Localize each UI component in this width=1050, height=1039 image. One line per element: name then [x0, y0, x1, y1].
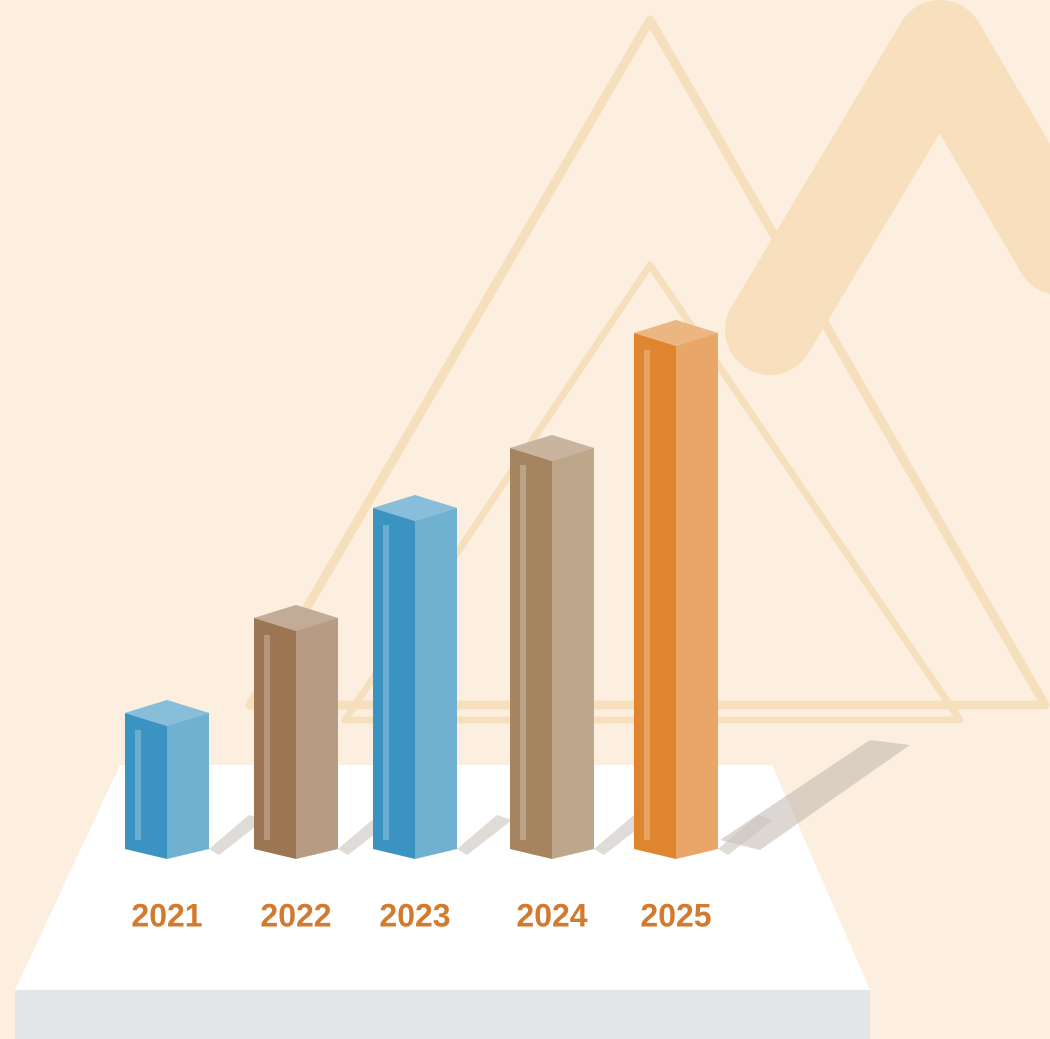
bar-right-shade	[167, 713, 209, 859]
bar-shadow	[718, 815, 773, 855]
bar-shadow	[457, 815, 512, 855]
bar-left-face	[254, 618, 296, 859]
bar-left-face	[373, 508, 415, 859]
x-tick-label: 2025	[640, 897, 711, 933]
bar	[510, 435, 594, 859]
bar-right-shade	[296, 618, 338, 859]
bar-right-face	[296, 618, 338, 859]
platform-side	[15, 990, 870, 1039]
bar-cap-shine	[373, 495, 457, 521]
x-tick-label: 2022	[260, 897, 331, 933]
bar-cap	[510, 435, 594, 461]
bar-cap-shine	[510, 435, 594, 461]
bar-highlight	[383, 525, 389, 840]
bar-right-face	[167, 713, 209, 859]
bar-shadow	[209, 815, 264, 855]
bar-right-shade	[676, 333, 718, 859]
bar-cap	[373, 495, 457, 521]
bar-cap-shine	[254, 605, 338, 631]
bar-right-face	[552, 448, 594, 859]
bar-highlight	[520, 465, 526, 840]
bar-right-shade	[415, 508, 457, 859]
bar-cap-shine	[125, 700, 209, 726]
bar-highlight	[264, 635, 270, 840]
bar-cap	[254, 605, 338, 631]
bar-right-face	[415, 508, 457, 859]
bar-left-face	[510, 448, 552, 859]
bar	[634, 320, 718, 859]
x-tick-label: 2024	[516, 897, 587, 933]
bar	[373, 495, 457, 859]
bar-highlight	[135, 730, 141, 840]
decor-stroke	[725, 0, 1050, 375]
bar-cap	[634, 320, 718, 346]
bar-cap-shine	[634, 320, 718, 346]
bar-right-face	[676, 333, 718, 859]
bar-right-shade	[552, 448, 594, 859]
bar	[254, 605, 338, 859]
bar-cap	[125, 700, 209, 726]
x-tick-label: 2023	[379, 897, 450, 933]
bar-highlight	[644, 350, 650, 840]
bar-left-face	[125, 713, 167, 859]
x-tick-label: 2021	[131, 897, 202, 933]
bar-left-face	[634, 333, 676, 859]
bars	[125, 320, 773, 859]
bar	[125, 700, 209, 859]
